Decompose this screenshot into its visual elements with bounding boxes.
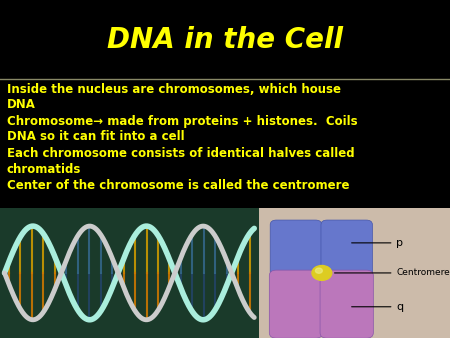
FancyBboxPatch shape	[321, 220, 373, 276]
Text: p: p	[351, 238, 404, 248]
FancyBboxPatch shape	[269, 270, 323, 338]
Text: Centromere: Centromere	[334, 268, 450, 277]
Text: DNA in the Cell: DNA in the Cell	[107, 26, 343, 54]
Text: Center of the chromosome is called the centromere: Center of the chromosome is called the c…	[7, 179, 349, 192]
Text: q: q	[351, 302, 404, 312]
FancyBboxPatch shape	[0, 208, 259, 338]
Text: Inside the nucleus are chromosomes, which house
DNA: Inside the nucleus are chromosomes, whic…	[7, 83, 341, 111]
Text: Each chromosome consists of identical halves called
chromatids: Each chromosome consists of identical ha…	[7, 147, 355, 175]
Circle shape	[315, 268, 322, 273]
FancyBboxPatch shape	[320, 270, 374, 338]
FancyBboxPatch shape	[270, 220, 322, 276]
FancyBboxPatch shape	[0, 79, 450, 208]
Circle shape	[312, 266, 332, 281]
Text: Chromosome→ made from proteins + histones.  Coils
DNA so it can fit into a cell: Chromosome→ made from proteins + histone…	[7, 115, 357, 143]
FancyBboxPatch shape	[259, 208, 450, 338]
